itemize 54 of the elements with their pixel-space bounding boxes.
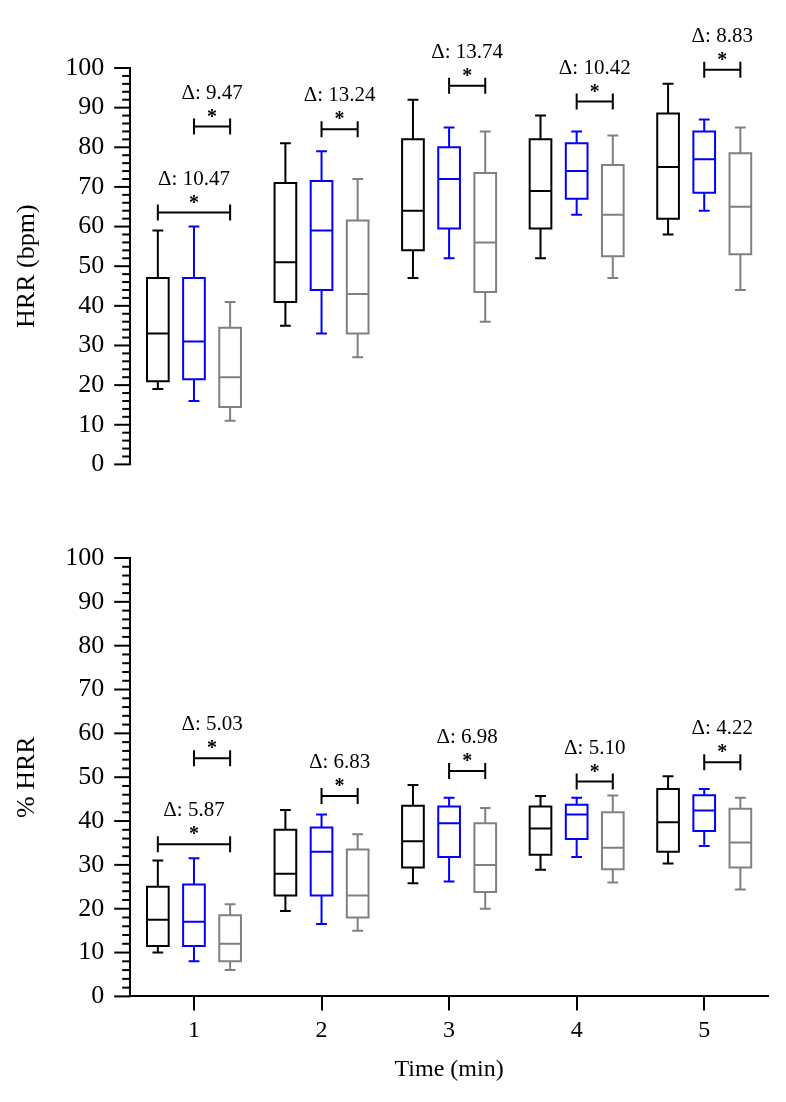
x-tick-label: 5 <box>698 1016 711 1043</box>
y-tick-label: 50 <box>78 761 105 791</box>
y-tick-label: 30 <box>78 329 105 359</box>
annotation: * <box>462 749 473 772</box>
annotation: Δ: 13.24 <box>303 82 377 107</box>
annotation: Δ: 10.42 <box>558 54 631 79</box>
annotation: Δ: 5.87 <box>163 797 225 822</box>
y-tick-label: 90 <box>78 585 105 615</box>
x-tick-label: 2 <box>315 1016 328 1043</box>
y-tick-label: 10 <box>78 408 105 438</box>
annotation: Δ: 6.83 <box>308 749 371 774</box>
y-tick-label: 20 <box>78 892 105 922</box>
annotation: * <box>717 740 728 763</box>
y-tick-label: 90 <box>78 91 105 121</box>
y-tick-label: 30 <box>78 848 105 878</box>
annotation: Δ: 10.47 <box>158 165 230 190</box>
y-tick-label: 80 <box>78 629 105 659</box>
annotation: * <box>207 736 218 759</box>
text: Δ: 13.74 <box>431 38 504 63</box>
annotation: * <box>334 774 345 797</box>
annotation: * <box>717 47 728 70</box>
x-tick-label: 4 <box>570 1016 583 1043</box>
annotation: * <box>589 79 600 102</box>
annotation: Δ: 4.22 <box>691 715 753 740</box>
y-tick-label: 80 <box>78 131 105 161</box>
y-tick-label: 0 <box>91 448 105 478</box>
y-tick-label: 100 <box>65 51 105 81</box>
x-axis-title: Time (min) <box>394 1054 504 1081</box>
annotation: * <box>462 63 473 86</box>
y-tick-label: 50 <box>78 250 105 280</box>
y-tick-label: 40 <box>78 804 105 834</box>
y-tick-label: 40 <box>78 289 105 319</box>
y-axis-title: HRR (bpm) <box>11 204 41 328</box>
annotation: * <box>207 104 218 127</box>
annotation: * <box>334 107 345 130</box>
y-tick-label: 60 <box>78 210 105 240</box>
annotation: Δ: 6.98 <box>436 724 498 749</box>
annotation: * <box>188 822 199 845</box>
x-tick-label: 1 <box>187 1016 200 1043</box>
annotation: * <box>188 190 199 213</box>
y-tick-label: 10 <box>78 936 105 966</box>
annotation: Δ: 9.47 <box>181 79 243 104</box>
y-tick-label: 70 <box>78 170 105 200</box>
y-axis-title: % HRR <box>11 735 41 819</box>
x-tick-label: 3 <box>443 1016 456 1043</box>
annotation: * <box>589 759 600 782</box>
y-tick-label: 0 <box>91 980 105 1010</box>
annotation: Δ: 5.03 <box>181 711 243 736</box>
y-tick-label: 70 <box>78 673 105 703</box>
y-tick-label: 60 <box>78 717 105 747</box>
y-tick-label: 20 <box>78 368 105 398</box>
text: Δ: 8.83 <box>691 22 753 47</box>
y-tick-label: 100 <box>65 541 105 571</box>
annotation: Δ: 5.10 <box>564 734 626 759</box>
